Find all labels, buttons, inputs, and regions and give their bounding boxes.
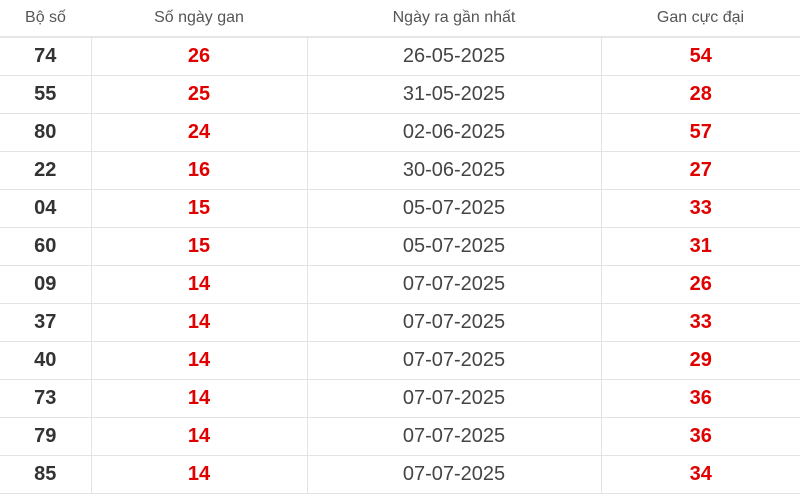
ngay-ra-cell: 05-07-2025 <box>306 189 601 228</box>
so-ngay-gan-cell: 16 <box>90 151 307 190</box>
bo-so-cell: 22 <box>0 151 91 190</box>
so-ngay-gan-cell: 14 <box>90 455 307 494</box>
table-row: 55 25 31-05-2025 28 <box>0 75 800 114</box>
gan-cuc-dai-cell: 27 <box>600 151 800 190</box>
ngay-ra-cell: 07-07-2025 <box>306 341 601 380</box>
so-ngay-gan-cell: 24 <box>90 113 307 152</box>
bo-so-cell: 55 <box>0 75 91 114</box>
bo-so-cell: 04 <box>0 189 91 228</box>
ngay-ra-cell: 07-07-2025 <box>306 417 601 456</box>
so-ngay-gan-cell: 15 <box>90 227 307 266</box>
ngay-ra-cell: 31-05-2025 <box>306 75 601 114</box>
so-ngay-gan-cell: 14 <box>90 265 307 304</box>
bo-so-cell: 09 <box>0 265 91 304</box>
gan-cuc-dai-cell: 34 <box>600 455 800 494</box>
bo-so-cell: 60 <box>0 227 91 266</box>
header-so-ngay-gan: Số ngày gan <box>91 0 307 38</box>
table-row: 37 14 07-07-2025 33 <box>0 303 800 342</box>
ngay-ra-cell: 07-07-2025 <box>306 379 601 418</box>
gan-cuc-dai-cell: 31 <box>600 227 800 266</box>
so-ngay-gan-cell: 26 <box>90 37 307 76</box>
header-ngay-ra-gan-nhat: Ngày ra gần nhất <box>307 0 601 38</box>
table-row: 73 14 07-07-2025 36 <box>0 379 800 418</box>
table-row: 74 26 26-05-2025 54 <box>0 37 800 76</box>
gan-cuc-dai-cell: 57 <box>600 113 800 152</box>
so-ngay-gan-cell: 25 <box>90 75 307 114</box>
so-ngay-gan-cell: 14 <box>90 417 307 456</box>
bo-so-cell: 85 <box>0 455 91 494</box>
gan-cuc-dai-cell: 33 <box>600 303 800 342</box>
bo-so-cell: 37 <box>0 303 91 342</box>
bo-so-cell: 80 <box>0 113 91 152</box>
table-header-row: Bộ số Số ngày gan Ngày ra gần nhất Gan c… <box>0 0 800 38</box>
gan-cuc-dai-cell: 54 <box>600 37 800 76</box>
table-row: 04 15 05-07-2025 33 <box>0 189 800 228</box>
table-row: 22 16 30-06-2025 27 <box>0 151 800 190</box>
table-row: 09 14 07-07-2025 26 <box>0 265 800 304</box>
table-row: 85 14 07-07-2025 34 <box>0 455 800 494</box>
ngay-ra-cell: 30-06-2025 <box>306 151 601 190</box>
table-row: 79 14 07-07-2025 36 <box>0 417 800 456</box>
so-ngay-gan-cell: 14 <box>90 303 307 342</box>
gan-cuc-dai-cell: 26 <box>600 265 800 304</box>
bo-so-cell: 40 <box>0 341 91 380</box>
ngay-ra-cell: 02-06-2025 <box>306 113 601 152</box>
gan-cuc-dai-cell: 29 <box>600 341 800 380</box>
gan-cuc-dai-cell: 36 <box>600 379 800 418</box>
bo-so-cell: 74 <box>0 37 91 76</box>
bo-so-cell: 79 <box>0 417 91 456</box>
ngay-ra-cell: 07-07-2025 <box>306 455 601 494</box>
ngay-ra-cell: 07-07-2025 <box>306 265 601 304</box>
so-ngay-gan-cell: 14 <box>90 341 307 380</box>
header-gan-cuc-dai: Gan cực đại <box>601 0 800 38</box>
header-bo-so: Bộ số <box>0 0 91 38</box>
bo-so-cell: 73 <box>0 379 91 418</box>
table-row: 60 15 05-07-2025 31 <box>0 227 800 266</box>
so-ngay-gan-cell: 15 <box>90 189 307 228</box>
ngay-ra-cell: 05-07-2025 <box>306 227 601 266</box>
ngay-ra-cell: 07-07-2025 <box>306 303 601 342</box>
so-ngay-gan-cell: 14 <box>90 379 307 418</box>
gan-cuc-dai-cell: 28 <box>600 75 800 114</box>
gan-cuc-dai-cell: 36 <box>600 417 800 456</box>
gan-cuc-dai-cell: 33 <box>600 189 800 228</box>
ngay-ra-cell: 26-05-2025 <box>306 37 601 76</box>
table-row: 80 24 02-06-2025 57 <box>0 113 800 152</box>
table-row: 40 14 07-07-2025 29 <box>0 341 800 380</box>
